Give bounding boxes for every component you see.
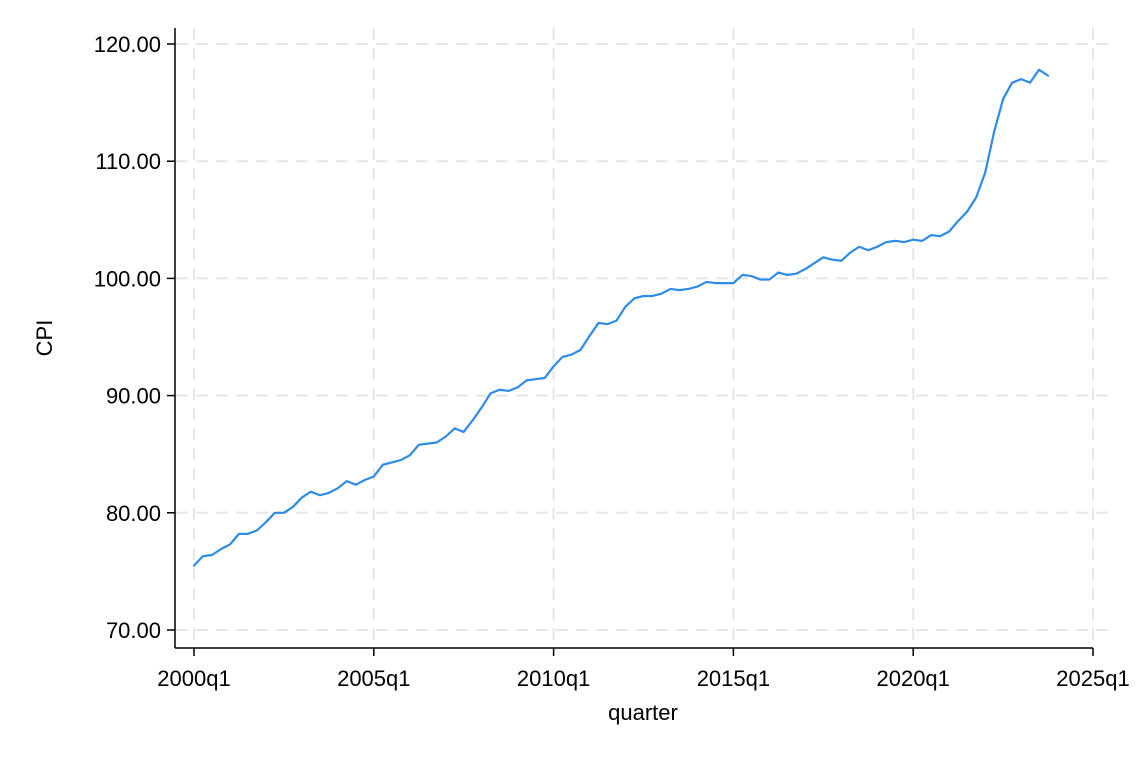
gridlines xyxy=(176,28,1112,647)
series-layer xyxy=(192,68,1050,567)
y-axis-ticks: 70.00 80.00 90.00 100.00 110.00 120.00 xyxy=(94,32,175,643)
y-tick-label: 120.00 xyxy=(94,32,161,57)
x-tick-label: 2005q1 xyxy=(337,666,410,691)
x-tick-label: 2015q1 xyxy=(697,666,770,691)
x-axis-title: quarter xyxy=(608,700,678,725)
x-tick-label: 2000q1 xyxy=(157,666,230,691)
y-tick-label: 70.00 xyxy=(106,618,161,643)
y-tick-label: 90.00 xyxy=(106,384,161,409)
axes xyxy=(174,28,1093,649)
x-axis-ticks: 2000q1 2005q1 2010q1 2015q1 2020q1 2025q1 xyxy=(157,648,1130,691)
y-tick-label: 80.00 xyxy=(106,501,161,526)
series-line-0 xyxy=(192,68,1050,567)
y-axis-title: CPI xyxy=(32,320,57,357)
y-tick-label: 110.00 xyxy=(95,149,161,174)
x-tick-label: 2020q1 xyxy=(876,666,949,691)
y-tick-label: 100.00 xyxy=(94,266,161,291)
x-tick-label: 2010q1 xyxy=(517,666,590,691)
x-tick-label: 2025q1 xyxy=(1056,666,1129,691)
